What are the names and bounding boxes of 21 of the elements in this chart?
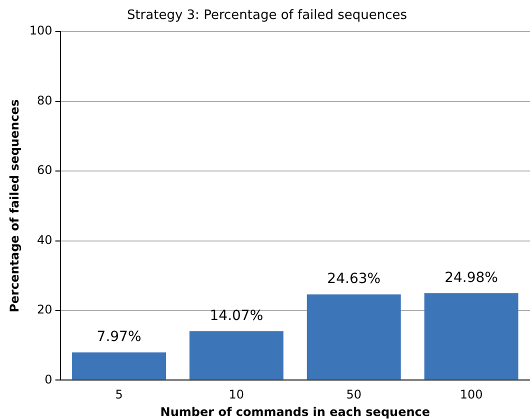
bar xyxy=(72,352,166,380)
data-label: 24.63% xyxy=(327,270,381,287)
data-label: 7.97% xyxy=(96,329,142,346)
data-label: 14.07% xyxy=(210,308,264,324)
chart-title: Strategy 3: Percentage of failed sequences xyxy=(126,8,408,24)
x-tick-label: 100 xyxy=(460,388,483,402)
x-tick-label: 10 xyxy=(228,388,244,402)
y-tick-label: 40 xyxy=(37,232,52,247)
data-label: 24.98% xyxy=(444,270,498,286)
bar xyxy=(189,331,284,380)
y-tick-label: 20 xyxy=(37,302,52,317)
x-tick-label: 5 xyxy=(115,388,123,402)
x-axis-title: Number of commands in each sequence xyxy=(160,404,430,419)
bar xyxy=(424,293,518,380)
bar xyxy=(306,294,401,380)
x-tick-label: 50 xyxy=(346,388,362,402)
y-tick-label: 60 xyxy=(37,163,52,178)
y-tick-label: 0 xyxy=(44,372,52,386)
y-tick-label: 100 xyxy=(29,24,52,38)
y-tick-label: 80 xyxy=(37,93,52,108)
y-axis-title: Percentage of failed sequences xyxy=(7,99,22,312)
